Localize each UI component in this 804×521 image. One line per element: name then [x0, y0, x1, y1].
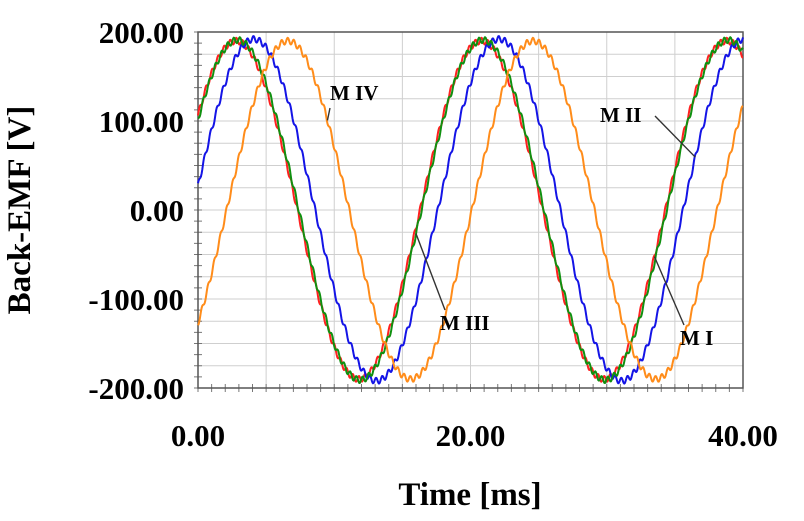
y-tick-label: -200.00 — [88, 371, 184, 406]
annotation-leader-m-iv — [326, 107, 331, 121]
x-tick-label: 20.00 — [436, 418, 506, 453]
y-tick-label: -100.00 — [88, 282, 184, 317]
x-tick-label: 0.00 — [171, 418, 225, 453]
annotation-leader-m-ii — [654, 115, 696, 158]
annotation-label-m-iv: M IV — [330, 81, 378, 105]
x-tick-labels: 0.00 20.00 40.00 — [171, 418, 778, 453]
series-lines — [197, 35, 744, 385]
annotation-label-m-iii: M III — [440, 311, 490, 335]
series-line-m-iv — [197, 36, 744, 383]
annotation-leader-m-i — [653, 256, 685, 326]
y-tick-label: 0.00 — [130, 193, 184, 228]
y-tick-label: 100.00 — [99, 104, 184, 139]
series-line-m-iii — [197, 36, 744, 385]
y-axis-title: Back-EMF [V] — [2, 106, 38, 315]
annotation-label-m-i: M I — [680, 326, 713, 350]
y-tick-label: 200.00 — [99, 15, 184, 50]
y-tick-labels: 200.00 100.00 0.00 -100.00 -200.00 — [88, 15, 184, 406]
series-line-m-i — [197, 36, 744, 383]
annotations: M IV M II M III M I — [326, 81, 713, 350]
plot-frame — [197, 31, 744, 389]
x-tick-label: 40.00 — [708, 418, 778, 453]
annotation-label-m-ii: M II — [600, 103, 641, 127]
series-line-m-ii — [197, 35, 744, 385]
x-axis-title: Time [ms] — [398, 477, 541, 513]
annotation-leader-m-iii — [415, 233, 446, 311]
